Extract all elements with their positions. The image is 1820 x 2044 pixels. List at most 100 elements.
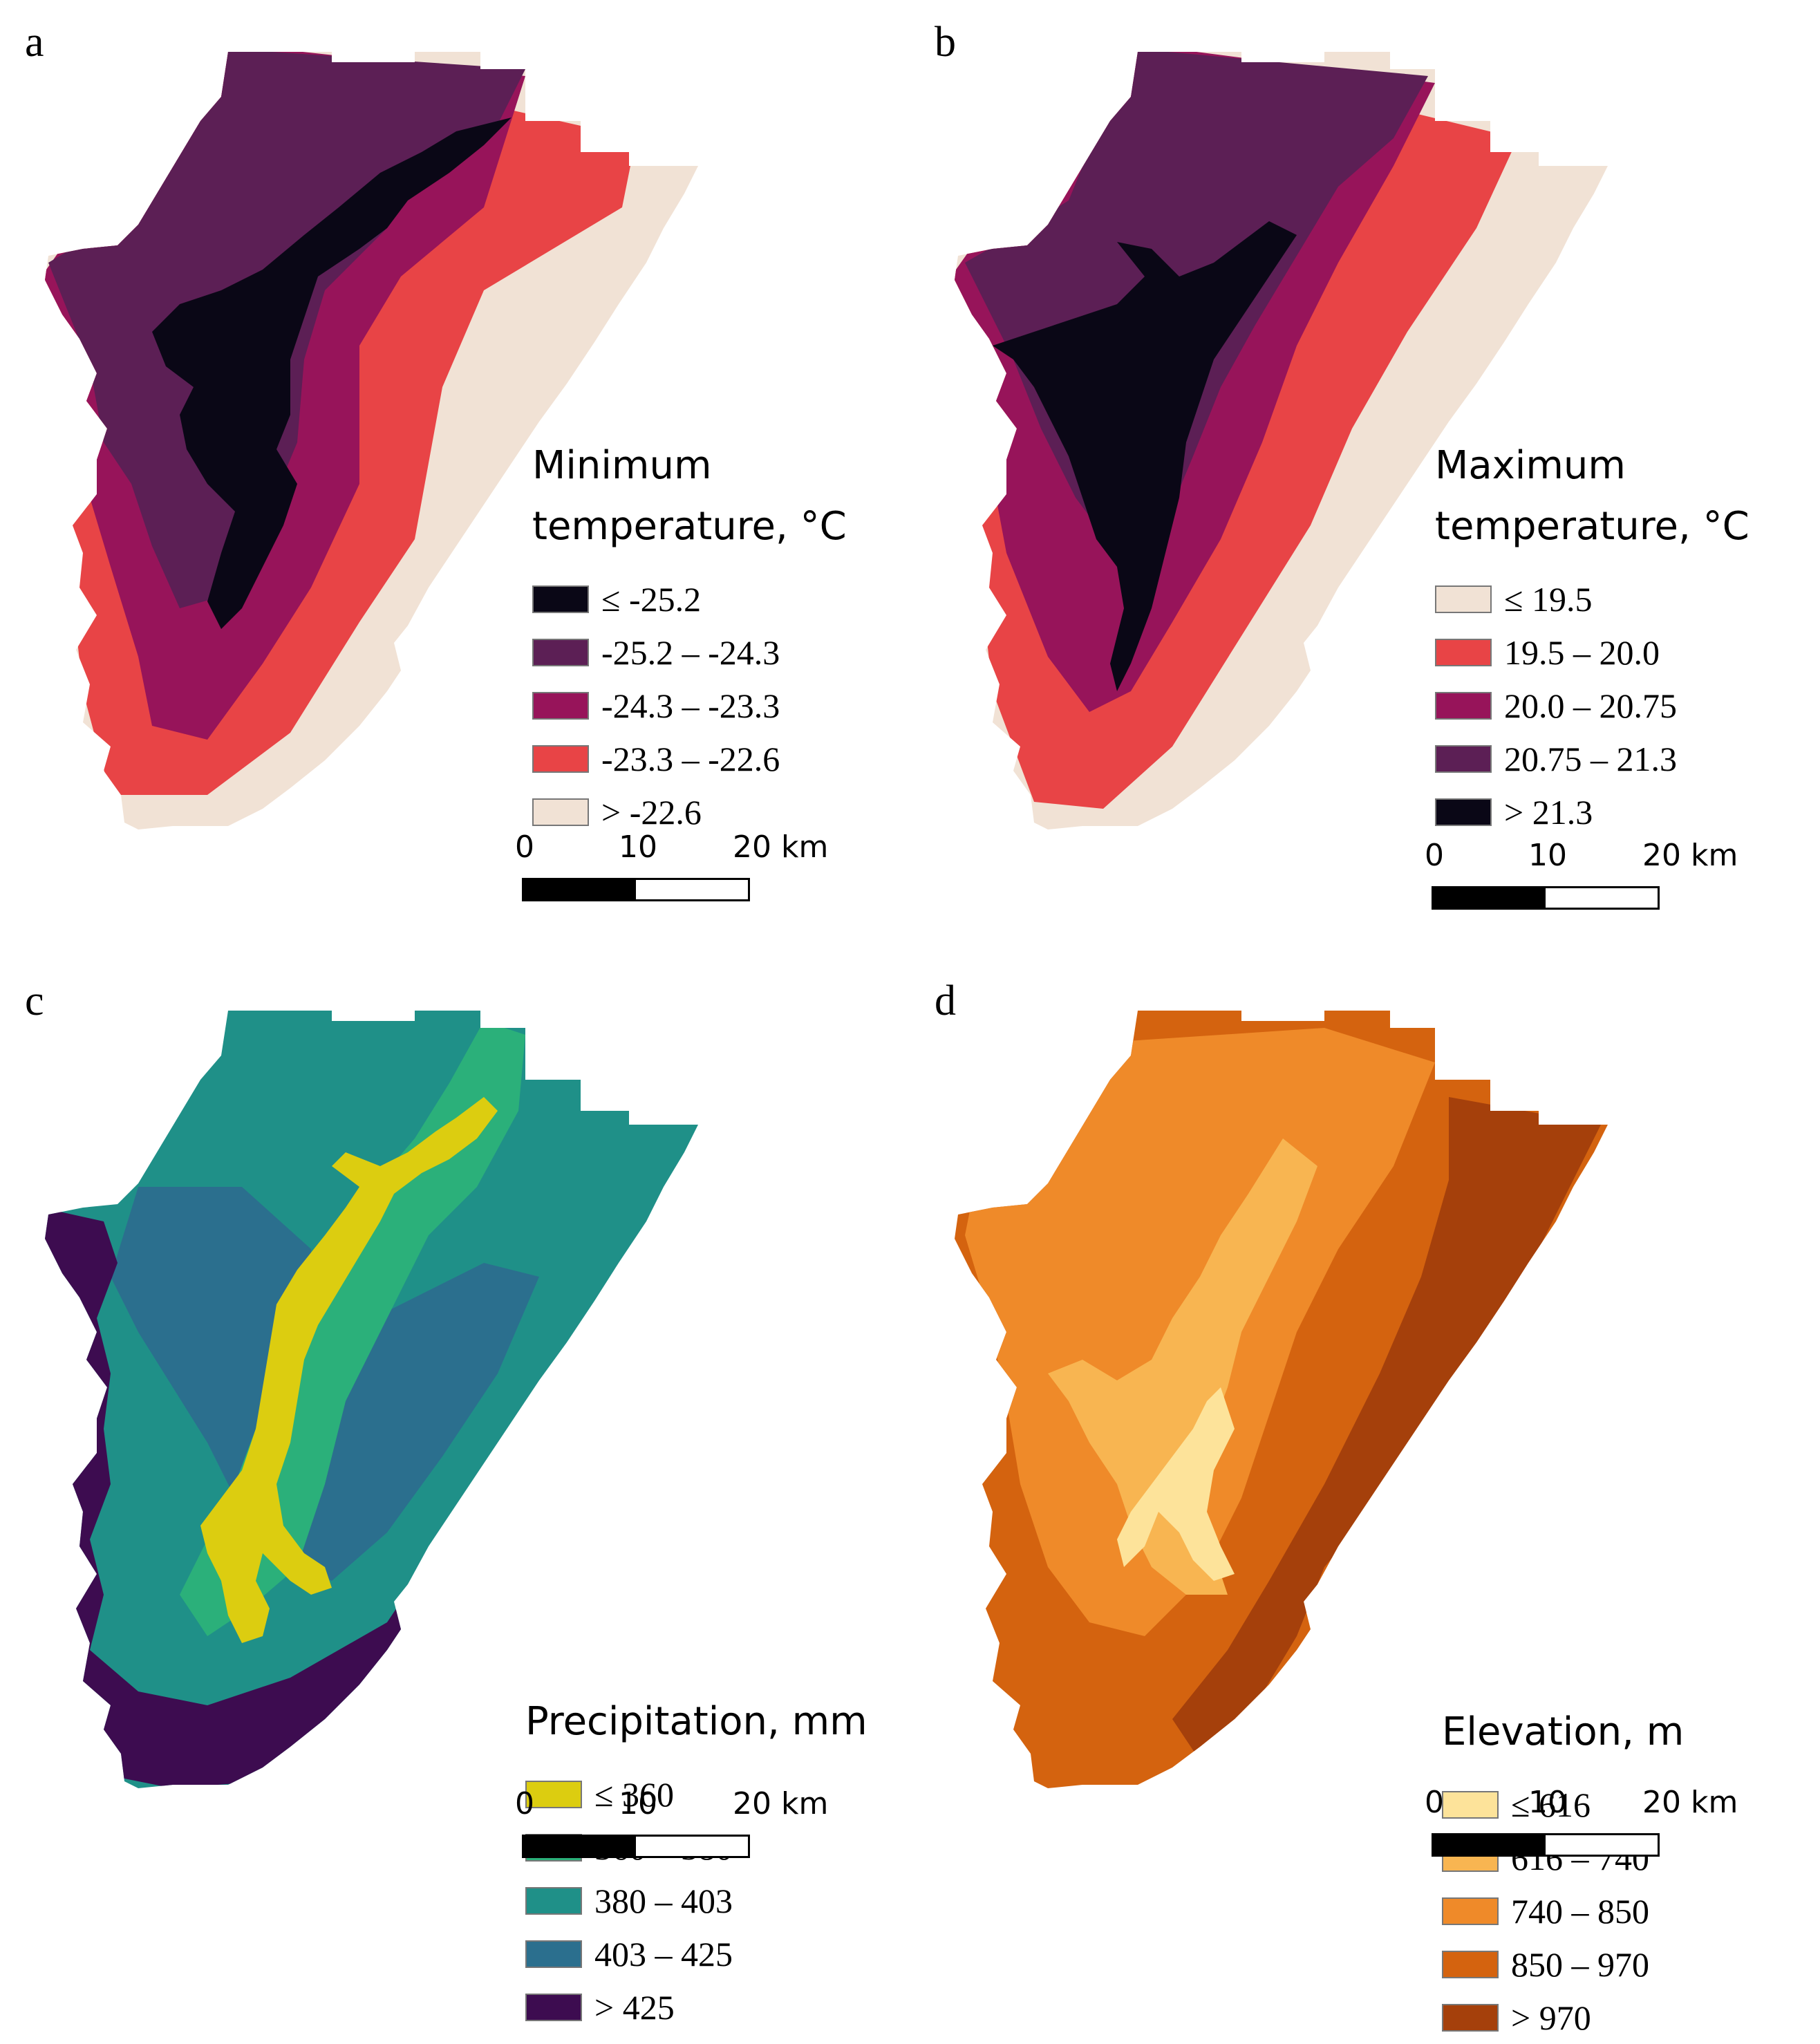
legend-label: 740 – 850 xyxy=(1511,1891,1649,1931)
legend: Maximum temperature, °C ≤ 19.5 19.5 – 20.… xyxy=(1435,435,1749,838)
legend-swatch xyxy=(525,1886,582,1915)
legend-label: -25.2 – -24.3 xyxy=(601,632,780,672)
legend-swatch xyxy=(1435,744,1492,773)
legend-swatch xyxy=(1435,585,1492,613)
legend-label: -24.3 – -23.3 xyxy=(601,686,780,725)
legend-label: > -22.6 xyxy=(601,792,702,832)
legend-item: -23.3 – -22.6 xyxy=(532,732,847,785)
legend-label: 20.75 – 21.3 xyxy=(1504,739,1677,778)
zone-le-neg25-2 xyxy=(152,118,512,629)
legend-item: > 970 xyxy=(1442,1991,1684,2044)
legend-item: 740 – 850 xyxy=(1442,1884,1684,1938)
legend-label: > 21.3 xyxy=(1504,792,1593,832)
legend-swatch xyxy=(1435,798,1492,826)
scale-tick-0: 0 xyxy=(515,829,534,865)
legend: Elevation, m ≤ 616 616 – 740 740 – 850 850 … xyxy=(1442,1702,1684,2044)
legend: Minimum temperature, °C ≤ -25.2 -25.2 – -… xyxy=(532,435,847,838)
scale-tick-0: 0 xyxy=(515,1786,534,1821)
scale-tick-10: 10 xyxy=(1528,838,1567,873)
legend-label: > 425 xyxy=(594,1987,675,2027)
legend-label: ≤ -25.2 xyxy=(601,579,702,619)
legend-item: > 21.3 xyxy=(1435,785,1749,838)
scale-tick-20: 20 km xyxy=(1642,1785,1738,1820)
legend-item: > 425 xyxy=(525,1980,867,2034)
legend-title-line2: temperature, °C xyxy=(1435,504,1749,549)
zone-gt-970 xyxy=(1172,1097,1601,1761)
legend-item: ≤ 360 xyxy=(525,1768,867,1821)
legend: Precipitation, mm ≤ 360360 – 380380 – 40… xyxy=(525,1691,867,2034)
scale-tick-20: 20 km xyxy=(733,829,829,865)
legend-item: 403 – 425 xyxy=(525,1927,867,1980)
scale-tick-10: 10 xyxy=(619,1786,657,1821)
legend-swatch xyxy=(532,585,589,613)
legend-item: ≤ 19.5 xyxy=(1435,572,1749,626)
legend-swatch xyxy=(1442,2003,1499,2032)
panel-minimum-temperature: a Minimum temperature, °C ≤ -25.2 -25.2 –… xyxy=(0,0,910,959)
legend-item: -25.2 – -24.3 xyxy=(532,626,847,679)
legend-swatch xyxy=(532,798,589,826)
zone-le-616 xyxy=(1117,1387,1235,1581)
maximum-temperature-map xyxy=(955,52,1608,829)
legend-title-line1: Minimum xyxy=(532,443,712,488)
scale-bar-black-segment xyxy=(524,880,636,899)
legend-label: 850 – 970 xyxy=(1511,1944,1649,1984)
legend-item: 19.5 – 20.0 xyxy=(1435,626,1749,679)
scale-bar: 0 10 20 km xyxy=(1425,838,1738,910)
legend-swatch xyxy=(1442,1790,1499,1819)
legend-title-line1: Elevation, m xyxy=(1442,1709,1685,1754)
scale-tick-20: 20 km xyxy=(733,1786,829,1821)
legend-label: ≤ 360 xyxy=(594,1774,674,1814)
legend-item: 380 – 403 xyxy=(525,1874,867,1927)
zone-gt-21-3 xyxy=(993,221,1297,691)
panel-elevation: d Elevation, m ≤ 616 616 – 740 740 – 850 85… xyxy=(910,959,1819,2037)
legend-swatch xyxy=(532,638,589,666)
minimum-temperature-map xyxy=(45,52,698,829)
legend-rows: ≤ 19.5 19.5 – 20.0 20.0 – 20.75 20.75 – 21.… xyxy=(1435,572,1749,838)
legend-title-line1: Precipitation, mm xyxy=(525,1699,867,1744)
zone-le-360 xyxy=(200,1097,498,1643)
legend-swatch xyxy=(1435,638,1492,666)
elevation-map xyxy=(955,1011,1608,1788)
panel-letter: c xyxy=(25,977,44,1024)
zone-616-to-740 xyxy=(1048,1138,1317,1595)
scale-bar-graphic xyxy=(522,1835,750,1858)
legend-swatch xyxy=(525,1780,582,1808)
legend-swatch xyxy=(1435,691,1492,720)
legend-label: 20.0 – 20.75 xyxy=(1504,686,1677,725)
scale-bar-black-segment xyxy=(524,1837,636,1856)
panel-precipitation: c Precipitation, mm ≤ 360360 – 380380 – … xyxy=(0,959,910,2027)
legend-swatch xyxy=(1442,1950,1499,1978)
legend-label: > 970 xyxy=(1511,1998,1591,2037)
legend-swatch xyxy=(532,691,589,720)
legend-rows: ≤ -25.2 -25.2 – -24.3 -24.3 – -23.3 -23.3 –… xyxy=(532,572,847,838)
legend-swatch xyxy=(1442,1897,1499,1925)
scale-tick-10: 10 xyxy=(1528,1785,1567,1820)
legend-item: -24.3 – -23.3 xyxy=(532,679,847,732)
scale-tick-0: 0 xyxy=(1425,838,1444,873)
legend-label: 403 – 425 xyxy=(594,1934,733,1973)
legend-label: ≤ 19.5 xyxy=(1504,579,1593,619)
panel-letter: b xyxy=(935,19,956,66)
legend-item: 850 – 970 xyxy=(1442,1938,1684,1991)
panel-letter: a xyxy=(25,19,44,66)
legend-label: ≤ 616 xyxy=(1511,1785,1591,1824)
legend-item: > -22.6 xyxy=(532,785,847,838)
legend-swatch xyxy=(525,1993,582,2021)
legend-label: 380 – 403 xyxy=(594,1881,733,1920)
panel-maximum-temperature: b Maximum temperature, °C ≤ 19.5 19.5 – 2… xyxy=(910,0,1819,959)
legend-item: 20.0 – 20.75 xyxy=(1435,679,1749,732)
scale-bar: 0 10 20 km xyxy=(1425,1785,1738,1857)
legend-item: ≤ 616 xyxy=(1442,1778,1684,1831)
scale-bar-graphic xyxy=(1432,886,1660,910)
scale-bar-graphic xyxy=(1432,1833,1660,1857)
legend-title-line1: Maximum xyxy=(1435,443,1626,488)
scale-bar-graphic xyxy=(522,878,750,901)
scale-bar: 0 10 20 km xyxy=(515,829,828,901)
legend-label: 19.5 – 20.0 xyxy=(1504,632,1660,672)
precipitation-map xyxy=(45,1011,698,1788)
scale-tick-20: 20 km xyxy=(1642,838,1738,873)
scale-tick-0: 0 xyxy=(1425,1785,1444,1820)
scale-bar-black-segment xyxy=(1434,888,1546,908)
legend-label: -23.3 – -22.6 xyxy=(601,739,780,778)
scale-bar: 0 10 20 km xyxy=(515,1786,828,1858)
